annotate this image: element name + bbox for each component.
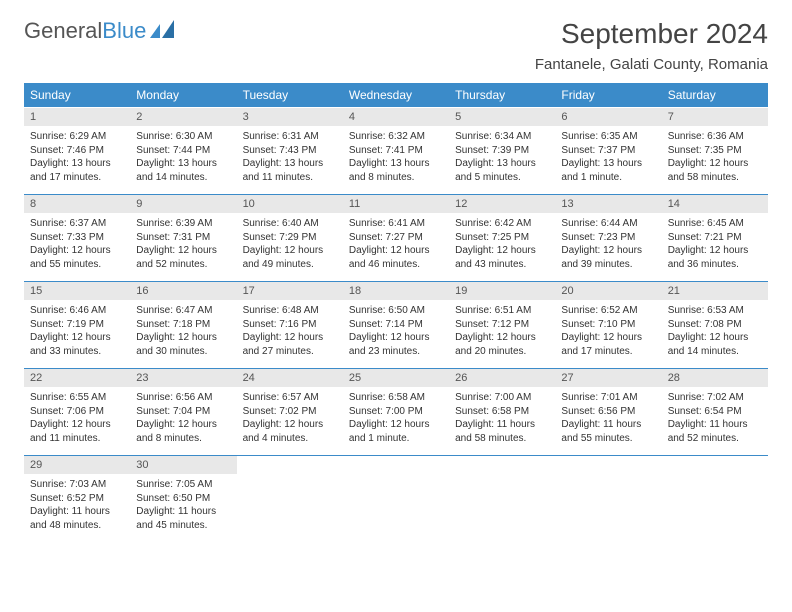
daynum-row: 15161718192021 [24,282,768,301]
daynum-cell: 29 [24,456,130,475]
daynum-cell: 25 [343,369,449,388]
daynum-cell: 24 [237,369,343,388]
day-cell: Sunrise: 6:40 AMSunset: 7:29 PMDaylight:… [237,213,343,282]
dow-row: SundayMondayTuesdayWednesdayThursdayFrid… [24,83,768,108]
daynum-cell [449,456,555,475]
daynum-cell: 21 [662,282,768,301]
daynum-cell: 11 [343,195,449,214]
dow-cell: Thursday [449,83,555,108]
daynum-cell: 16 [130,282,236,301]
data-row: Sunrise: 6:29 AMSunset: 7:46 PMDaylight:… [24,126,768,195]
dow-cell: Tuesday [237,83,343,108]
day-cell: Sunrise: 6:56 AMSunset: 7:04 PMDaylight:… [130,387,236,456]
day-cell: Sunrise: 6:51 AMSunset: 7:12 PMDaylight:… [449,300,555,369]
day-cell: Sunrise: 6:29 AMSunset: 7:46 PMDaylight:… [24,126,130,195]
day-cell [662,474,768,542]
dow-cell: Saturday [662,83,768,108]
day-cell: Sunrise: 6:55 AMSunset: 7:06 PMDaylight:… [24,387,130,456]
daynum-cell [237,456,343,475]
data-row: Sunrise: 6:37 AMSunset: 7:33 PMDaylight:… [24,213,768,282]
day-cell: Sunrise: 6:41 AMSunset: 7:27 PMDaylight:… [343,213,449,282]
daynum-row: 22232425262728 [24,369,768,388]
daynum-cell: 5 [449,108,555,127]
logo-text-1: General [24,18,102,44]
daynum-cell: 22 [24,369,130,388]
daynum-cell: 27 [555,369,661,388]
logo-icon [150,18,176,44]
day-cell: Sunrise: 6:50 AMSunset: 7:14 PMDaylight:… [343,300,449,369]
daynum-cell: 17 [237,282,343,301]
day-cell: Sunrise: 6:57 AMSunset: 7:02 PMDaylight:… [237,387,343,456]
day-cell: Sunrise: 7:01 AMSunset: 6:56 PMDaylight:… [555,387,661,456]
day-cell: Sunrise: 6:32 AMSunset: 7:41 PMDaylight:… [343,126,449,195]
day-cell: Sunrise: 7:02 AMSunset: 6:54 PMDaylight:… [662,387,768,456]
logo: GeneralBlue [24,18,176,44]
day-cell: Sunrise: 6:52 AMSunset: 7:10 PMDaylight:… [555,300,661,369]
day-cell: Sunrise: 6:47 AMSunset: 7:18 PMDaylight:… [130,300,236,369]
day-cell: Sunrise: 6:44 AMSunset: 7:23 PMDaylight:… [555,213,661,282]
day-cell: Sunrise: 7:00 AMSunset: 6:58 PMDaylight:… [449,387,555,456]
day-cell: Sunrise: 6:37 AMSunset: 7:33 PMDaylight:… [24,213,130,282]
daynum-cell: 10 [237,195,343,214]
dow-cell: Sunday [24,83,130,108]
daynum-cell: 7 [662,108,768,127]
daynum-cell: 28 [662,369,768,388]
day-cell: Sunrise: 6:36 AMSunset: 7:35 PMDaylight:… [662,126,768,195]
daynum-cell: 23 [130,369,236,388]
day-cell [237,474,343,542]
day-cell: Sunrise: 6:39 AMSunset: 7:31 PMDaylight:… [130,213,236,282]
daynum-cell: 2 [130,108,236,127]
data-row: Sunrise: 6:55 AMSunset: 7:06 PMDaylight:… [24,387,768,456]
day-cell: Sunrise: 6:46 AMSunset: 7:19 PMDaylight:… [24,300,130,369]
header: GeneralBlue September 2024 Fantanele, Ga… [24,18,768,73]
daynum-cell: 6 [555,108,661,127]
daynum-cell: 26 [449,369,555,388]
data-row: Sunrise: 7:03 AMSunset: 6:52 PMDaylight:… [24,474,768,542]
day-cell: Sunrise: 6:35 AMSunset: 7:37 PMDaylight:… [555,126,661,195]
logo-text-2: Blue [102,18,146,44]
daynum-cell: 30 [130,456,236,475]
daynum-cell: 13 [555,195,661,214]
day-cell: Sunrise: 6:34 AMSunset: 7:39 PMDaylight:… [449,126,555,195]
day-cell: Sunrise: 7:05 AMSunset: 6:50 PMDaylight:… [130,474,236,542]
location: Fantanele, Galati County, Romania [535,56,768,73]
daynum-cell: 1 [24,108,130,127]
daynum-cell: 12 [449,195,555,214]
title-block: September 2024 Fantanele, Galati County,… [535,18,768,73]
daynum-row: 891011121314 [24,195,768,214]
day-cell: Sunrise: 6:42 AMSunset: 7:25 PMDaylight:… [449,213,555,282]
daynum-cell: 14 [662,195,768,214]
daynum-cell: 8 [24,195,130,214]
daynum-cell [343,456,449,475]
day-cell: Sunrise: 6:53 AMSunset: 7:08 PMDaylight:… [662,300,768,369]
month-title: September 2024 [535,18,768,50]
day-cell: Sunrise: 6:45 AMSunset: 7:21 PMDaylight:… [662,213,768,282]
data-row: Sunrise: 6:46 AMSunset: 7:19 PMDaylight:… [24,300,768,369]
daynum-cell: 4 [343,108,449,127]
daynum-cell [555,456,661,475]
day-cell [343,474,449,542]
daynum-cell: 19 [449,282,555,301]
dow-cell: Friday [555,83,661,108]
dow-cell: Wednesday [343,83,449,108]
day-cell [449,474,555,542]
daynum-cell: 3 [237,108,343,127]
calendar-table: SundayMondayTuesdayWednesdayThursdayFrid… [24,83,768,542]
daynum-cell: 9 [130,195,236,214]
day-cell: Sunrise: 6:30 AMSunset: 7:44 PMDaylight:… [130,126,236,195]
daynum-row: 1234567 [24,108,768,127]
day-cell [555,474,661,542]
daynum-cell: 20 [555,282,661,301]
dow-cell: Monday [130,83,236,108]
daynum-cell: 15 [24,282,130,301]
daynum-cell: 18 [343,282,449,301]
daynum-cell [662,456,768,475]
day-cell: Sunrise: 6:31 AMSunset: 7:43 PMDaylight:… [237,126,343,195]
day-cell: Sunrise: 6:58 AMSunset: 7:00 PMDaylight:… [343,387,449,456]
day-cell: Sunrise: 7:03 AMSunset: 6:52 PMDaylight:… [24,474,130,542]
day-cell: Sunrise: 6:48 AMSunset: 7:16 PMDaylight:… [237,300,343,369]
daynum-row: 2930 [24,456,768,475]
